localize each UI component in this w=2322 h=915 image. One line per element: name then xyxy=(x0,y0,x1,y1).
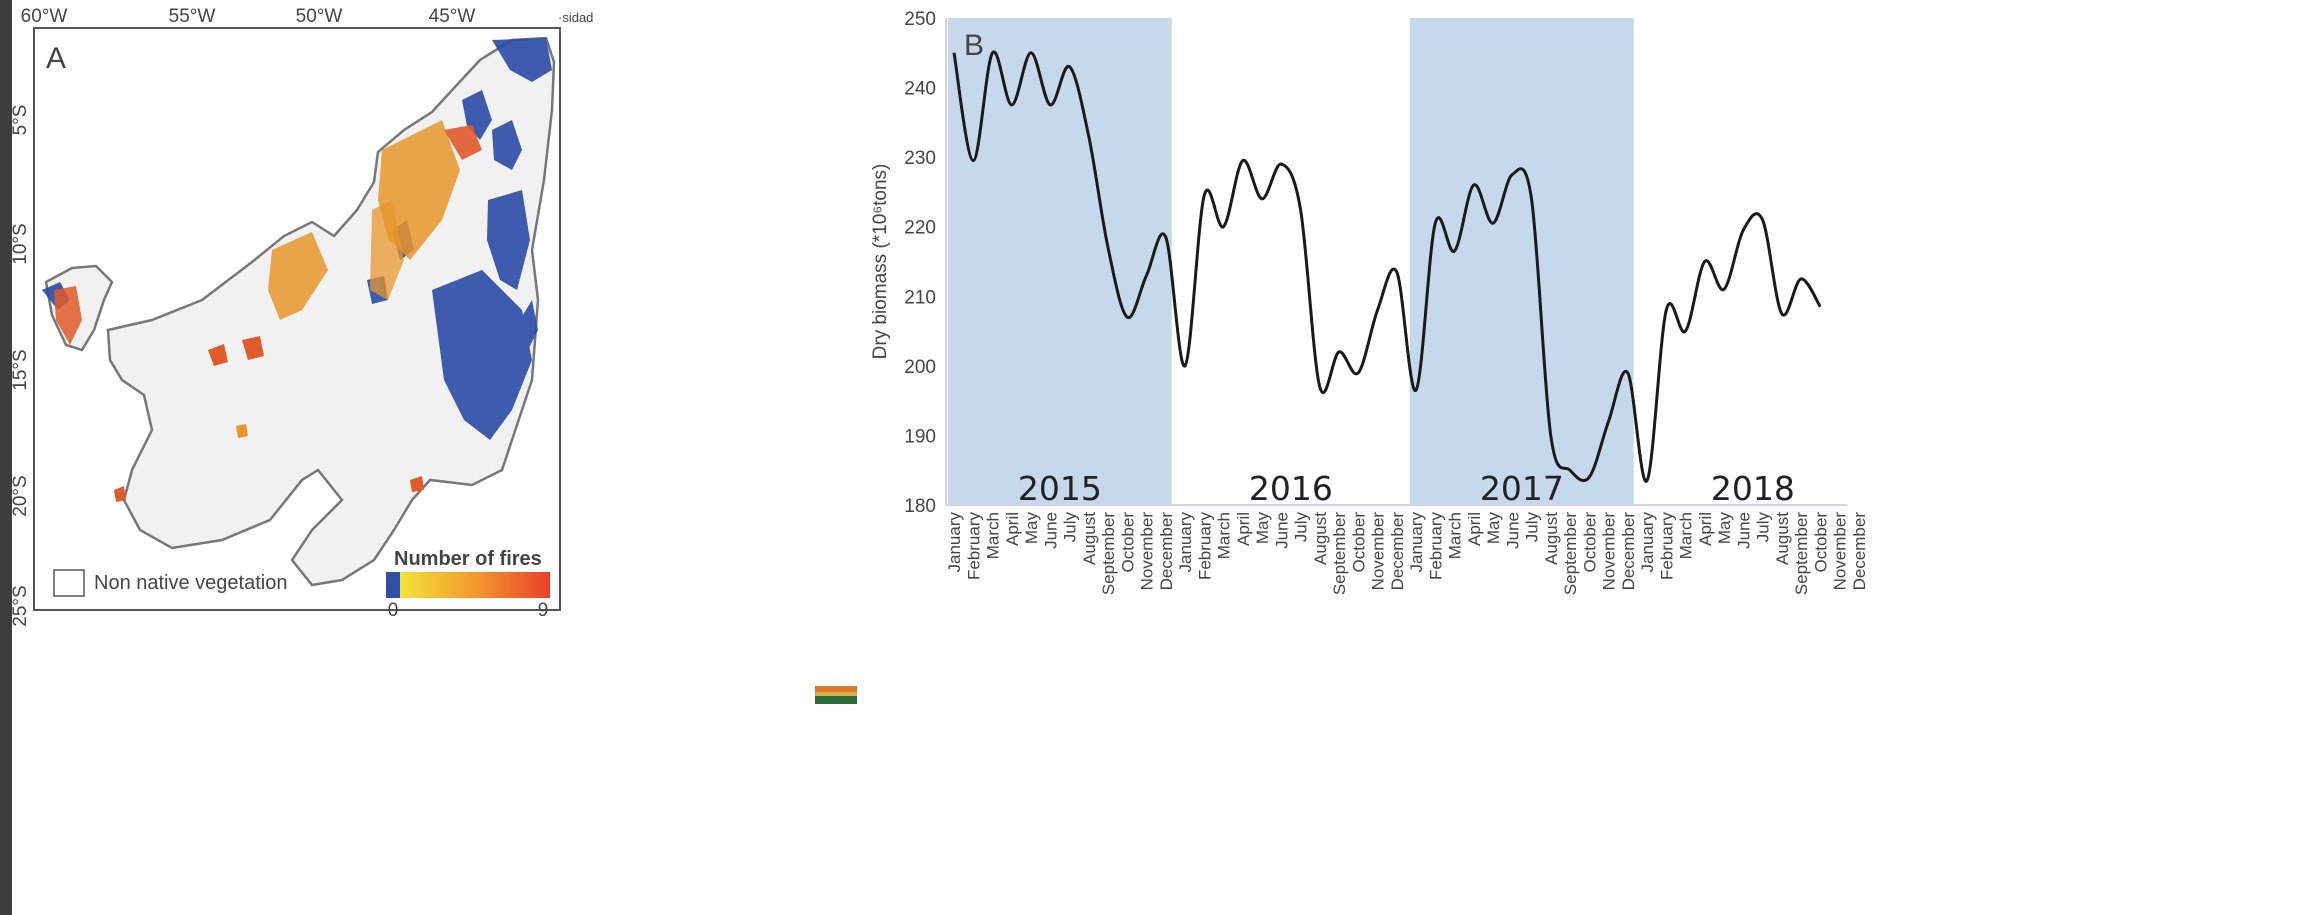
x-tick-2016-february: February xyxy=(1195,512,1214,581)
x-tick-2016-july: July xyxy=(1292,512,1311,543)
x-tick-2017-may: May xyxy=(1484,512,1503,545)
lat-tick-5s: 5°S xyxy=(12,105,31,136)
x-tick-2018-january: January xyxy=(1638,512,1657,573)
panel-divider-mark xyxy=(815,686,857,704)
y-tick-210: 210 xyxy=(904,287,936,308)
lat-tick-10s: 10°S xyxy=(12,223,31,264)
x-tick-2017-january: January xyxy=(1407,512,1426,573)
x-tick-2015-march: March xyxy=(984,512,1003,559)
x-tick-2015-june: June xyxy=(1041,512,1060,549)
x-tick-2015-april: April xyxy=(1003,512,1022,546)
y-tick-180: 180 xyxy=(904,496,936,517)
x-tick-2015-november: November xyxy=(1138,512,1157,591)
year-label-2017: 2017 xyxy=(1480,469,1564,508)
series-line xyxy=(952,50,1822,483)
x-tick-2018-june: June xyxy=(1734,512,1753,549)
fires-scale-max: 9 xyxy=(538,600,549,621)
x-tick-2017-march: March xyxy=(1446,512,1465,559)
x-tick-2018-december: December xyxy=(1850,512,1869,591)
x-tick-2015-october: October xyxy=(1118,512,1137,573)
fires-scale-min: 0 xyxy=(388,600,399,621)
x-tick-2016-april: April xyxy=(1234,512,1253,546)
lat-tick-labels: 5°S 10°S 15°S 20°S 25°S xyxy=(12,105,31,627)
x-tick-2015-september: September xyxy=(1099,512,1118,595)
map-figure: 60°W 55°W 50°W 45°W ·sidad 5°S 10°S 15°S… xyxy=(12,6,593,627)
x-tick-2015-february: February xyxy=(964,512,983,581)
year-label-2016: 2016 xyxy=(1249,469,1333,508)
x-tick-2016-november: November xyxy=(1369,512,1388,591)
shade-2015 xyxy=(948,18,1172,505)
chart-panel-label: B xyxy=(964,29,984,62)
biomass-chart: 180 190 200 210 220 230 240 250 Dry biomass (*1… xyxy=(870,9,1869,596)
lon-tick-labels: 60°W 55°W 50°W 45°W xyxy=(21,6,476,27)
x-tick-2016-august: August xyxy=(1311,512,1330,565)
lon-tick-55w: 55°W xyxy=(169,6,216,27)
map-panel: 60°W 55°W 50°W 45°W ·sidad 5°S 10°S 15°S… xyxy=(12,0,850,915)
x-tick-2017-october: October xyxy=(1580,512,1599,573)
x-tick-2018-november: November xyxy=(1831,512,1850,591)
x-tick-2016-june: June xyxy=(1272,512,1291,549)
x-tick-2017-november: November xyxy=(1600,512,1619,591)
x-tick-2015-august: August xyxy=(1080,512,1099,565)
y-tick-250: 250 xyxy=(904,9,936,30)
x-tick-2018-july: July xyxy=(1754,512,1773,543)
x-tick-2017-july: July xyxy=(1523,512,1542,543)
x-tick-labels: January February March April May June July Augu… xyxy=(945,512,1869,596)
x-tick-2016-december: December xyxy=(1388,512,1407,591)
non-native-swatch xyxy=(53,569,85,597)
y-tick-220: 220 xyxy=(904,218,936,239)
y-tick-190: 190 xyxy=(904,426,936,447)
x-tick-2018-april: April xyxy=(1696,512,1715,546)
y-axis-label: Dry biomass (*10⁶tons) xyxy=(870,164,891,360)
x-tick-2017-december: December xyxy=(1619,512,1638,591)
corner-text: ·sidad xyxy=(558,10,593,25)
x-tick-2015-may: May xyxy=(1022,512,1041,545)
x-tick-2018-march: March xyxy=(1677,512,1696,559)
lat-tick-25s: 25°S xyxy=(12,585,31,626)
x-tick-2016-march: March xyxy=(1215,512,1234,559)
y-tick-230: 230 xyxy=(904,148,936,169)
x-tick-2018-september: September xyxy=(1792,512,1811,595)
x-tick-2017-september: September xyxy=(1561,512,1580,595)
lon-tick-60w: 60°W xyxy=(21,6,68,27)
fires-legend-title: Number of fires xyxy=(394,548,542,570)
x-tick-2018-february: February xyxy=(1657,512,1676,581)
non-native-label: Non native vegetation xyxy=(94,572,287,594)
x-tick-2017-april: April xyxy=(1465,512,1484,546)
year-labels: 2015 2016 2017 2018 xyxy=(1018,469,1795,508)
lon-tick-50w: 50°W xyxy=(296,6,343,27)
panel-gap xyxy=(850,0,868,915)
lon-tick-45w: 45°W xyxy=(429,6,476,27)
year-label-2018: 2018 xyxy=(1711,469,1795,508)
shade-2017 xyxy=(1410,18,1634,505)
x-tick-2015-december: December xyxy=(1157,512,1176,591)
lat-tick-20s: 20°S xyxy=(12,475,31,516)
fires-scale-bar xyxy=(400,572,550,598)
y-tick-200: 200 xyxy=(904,357,936,378)
x-tick-2017-february: February xyxy=(1426,512,1445,581)
year-shading xyxy=(948,18,1634,505)
left-edge-strip xyxy=(0,0,12,915)
fires-scale-low xyxy=(386,572,400,598)
x-tick-2015-january: January xyxy=(945,512,964,573)
y-tick-labels: 180 190 200 210 220 230 240 250 xyxy=(904,9,936,517)
x-tick-2016-january: January xyxy=(1176,512,1195,573)
x-tick-2016-october: October xyxy=(1349,512,1368,573)
x-tick-2016-september: September xyxy=(1330,512,1349,595)
x-tick-2017-august: August xyxy=(1542,512,1561,565)
chart-panel: 180 190 200 210 220 230 240 250 Dry biomass (*1… xyxy=(868,0,2322,915)
x-tick-2015-july: July xyxy=(1061,512,1080,543)
x-tick-2018-may: May xyxy=(1715,512,1734,545)
y-tick-240: 240 xyxy=(904,79,936,100)
x-tick-2016-may: May xyxy=(1253,512,1272,545)
x-tick-2018-august: August xyxy=(1773,512,1792,565)
high-fire-areas xyxy=(54,120,482,502)
year-label-2015: 2015 xyxy=(1018,469,1102,508)
map-panel-label: A xyxy=(46,42,66,75)
lat-tick-15s: 15°S xyxy=(12,349,31,390)
x-tick-2017-june: June xyxy=(1503,512,1522,549)
x-tick-2018-october: October xyxy=(1811,512,1830,573)
